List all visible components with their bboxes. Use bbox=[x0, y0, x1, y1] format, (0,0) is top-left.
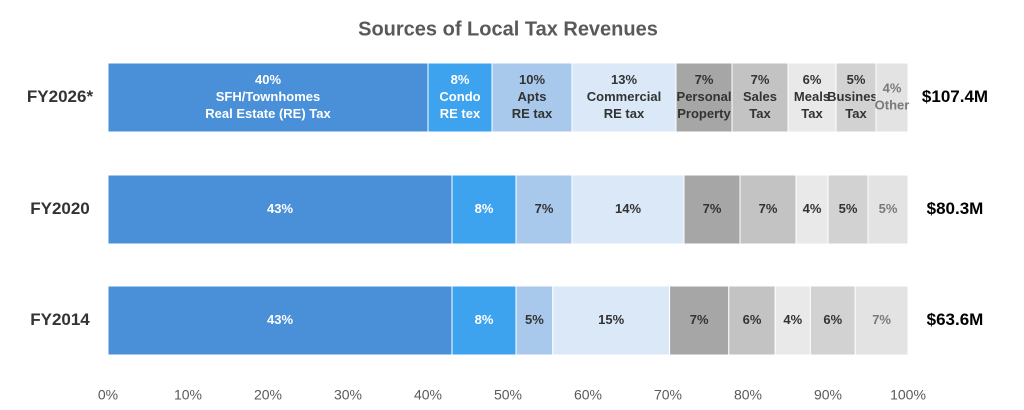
value-label: 7% bbox=[690, 312, 709, 327]
value-label: 14% bbox=[615, 201, 641, 216]
x-tick-label: 0% bbox=[98, 387, 118, 403]
bar-segment bbox=[107, 285, 453, 356]
value-label: 7% bbox=[703, 201, 722, 216]
bar-segment bbox=[107, 62, 429, 133]
bar-segment bbox=[427, 62, 493, 133]
value-label: 15% bbox=[598, 312, 624, 327]
value-label: 6% bbox=[823, 312, 842, 327]
segment-name: RE tex bbox=[440, 106, 481, 121]
bar-segment bbox=[827, 174, 869, 245]
total-label: $107.4M bbox=[922, 87, 988, 106]
bar-segment bbox=[571, 62, 677, 133]
bar-segment bbox=[854, 285, 909, 356]
segment-name: Condo bbox=[439, 89, 480, 104]
bar-segment bbox=[731, 62, 789, 133]
bar-segment bbox=[491, 62, 573, 133]
bar-segment bbox=[552, 285, 671, 356]
value-label: 43% bbox=[267, 201, 293, 216]
bar-segment bbox=[875, 62, 909, 133]
segment-name: Tax bbox=[801, 106, 823, 121]
segment-name: Apts bbox=[518, 89, 547, 104]
segment-name: Commercial bbox=[587, 89, 661, 104]
category-label: FY2014 bbox=[30, 310, 90, 329]
x-tick-label: 40% bbox=[414, 387, 442, 403]
x-tick-label: 80% bbox=[734, 387, 762, 403]
bar-segment bbox=[809, 285, 856, 356]
chart-title: Sources of Local Tax Revenues bbox=[358, 18, 658, 40]
value-label: 40% bbox=[255, 72, 281, 87]
value-label: 4% bbox=[803, 201, 822, 216]
x-tick-label: 30% bbox=[334, 387, 362, 403]
value-label: 7% bbox=[535, 201, 554, 216]
value-label: 4% bbox=[783, 312, 802, 327]
x-tick-label: 10% bbox=[174, 387, 202, 403]
bar-segment bbox=[867, 174, 909, 245]
x-tick-label: 70% bbox=[654, 387, 682, 403]
category-label: FY2020 bbox=[30, 199, 90, 218]
segment-name: Property bbox=[677, 106, 731, 121]
segment-name: SFH/Townhomes bbox=[216, 89, 320, 104]
x-tick-label: 60% bbox=[574, 387, 602, 403]
value-label: 5% bbox=[879, 201, 898, 216]
segment-name: RE tax bbox=[512, 106, 553, 121]
value-label: 7% bbox=[872, 312, 891, 327]
value-label: 10% bbox=[519, 72, 545, 87]
value-label: 6% bbox=[743, 312, 762, 327]
segment-name: Tax bbox=[845, 106, 867, 121]
bar-segment bbox=[774, 285, 811, 356]
segment-name: Tax bbox=[749, 106, 771, 121]
value-label: 7% bbox=[759, 201, 778, 216]
value-label: 5% bbox=[525, 312, 544, 327]
total-label: $63.6M bbox=[927, 310, 984, 329]
segment-name: Business bbox=[827, 89, 885, 104]
value-label: 7% bbox=[695, 72, 714, 87]
segment-name: RE tax bbox=[604, 106, 645, 121]
value-label: 6% bbox=[803, 72, 822, 87]
bar-segment bbox=[683, 174, 741, 245]
bar-segment bbox=[728, 285, 776, 356]
value-label: 43% bbox=[267, 312, 293, 327]
value-label: 8% bbox=[475, 201, 494, 216]
segment-name: Personal bbox=[677, 89, 732, 104]
bar-segment bbox=[739, 174, 797, 245]
bar-segment bbox=[795, 174, 829, 245]
value-label: 5% bbox=[847, 72, 866, 87]
value-label: 4% bbox=[883, 80, 902, 95]
x-tick-label: 20% bbox=[254, 387, 282, 403]
bar-segment bbox=[835, 62, 877, 133]
bar-segment bbox=[451, 174, 517, 245]
value-label: 5% bbox=[839, 201, 858, 216]
segment-name: Sales bbox=[743, 89, 777, 104]
value-label: 8% bbox=[475, 312, 494, 327]
x-tick-label: 50% bbox=[494, 387, 522, 403]
segment-name: Other bbox=[875, 97, 910, 112]
bar-segment bbox=[451, 285, 517, 356]
category-label: FY2026* bbox=[27, 87, 94, 106]
segment-name: Meals bbox=[794, 89, 830, 104]
bar-segment bbox=[515, 174, 573, 245]
value-label: 8% bbox=[451, 72, 470, 87]
x-tick-label: 90% bbox=[814, 387, 842, 403]
segment-name: Real Estate (RE) Tax bbox=[205, 106, 331, 121]
bar-segment bbox=[675, 62, 733, 133]
value-label: 7% bbox=[751, 72, 770, 87]
x-tick-label: 100% bbox=[890, 387, 926, 403]
value-label: 13% bbox=[611, 72, 637, 87]
bar-segment bbox=[669, 285, 730, 356]
bar-segment bbox=[107, 174, 453, 245]
total-label: $80.3M bbox=[927, 199, 984, 218]
